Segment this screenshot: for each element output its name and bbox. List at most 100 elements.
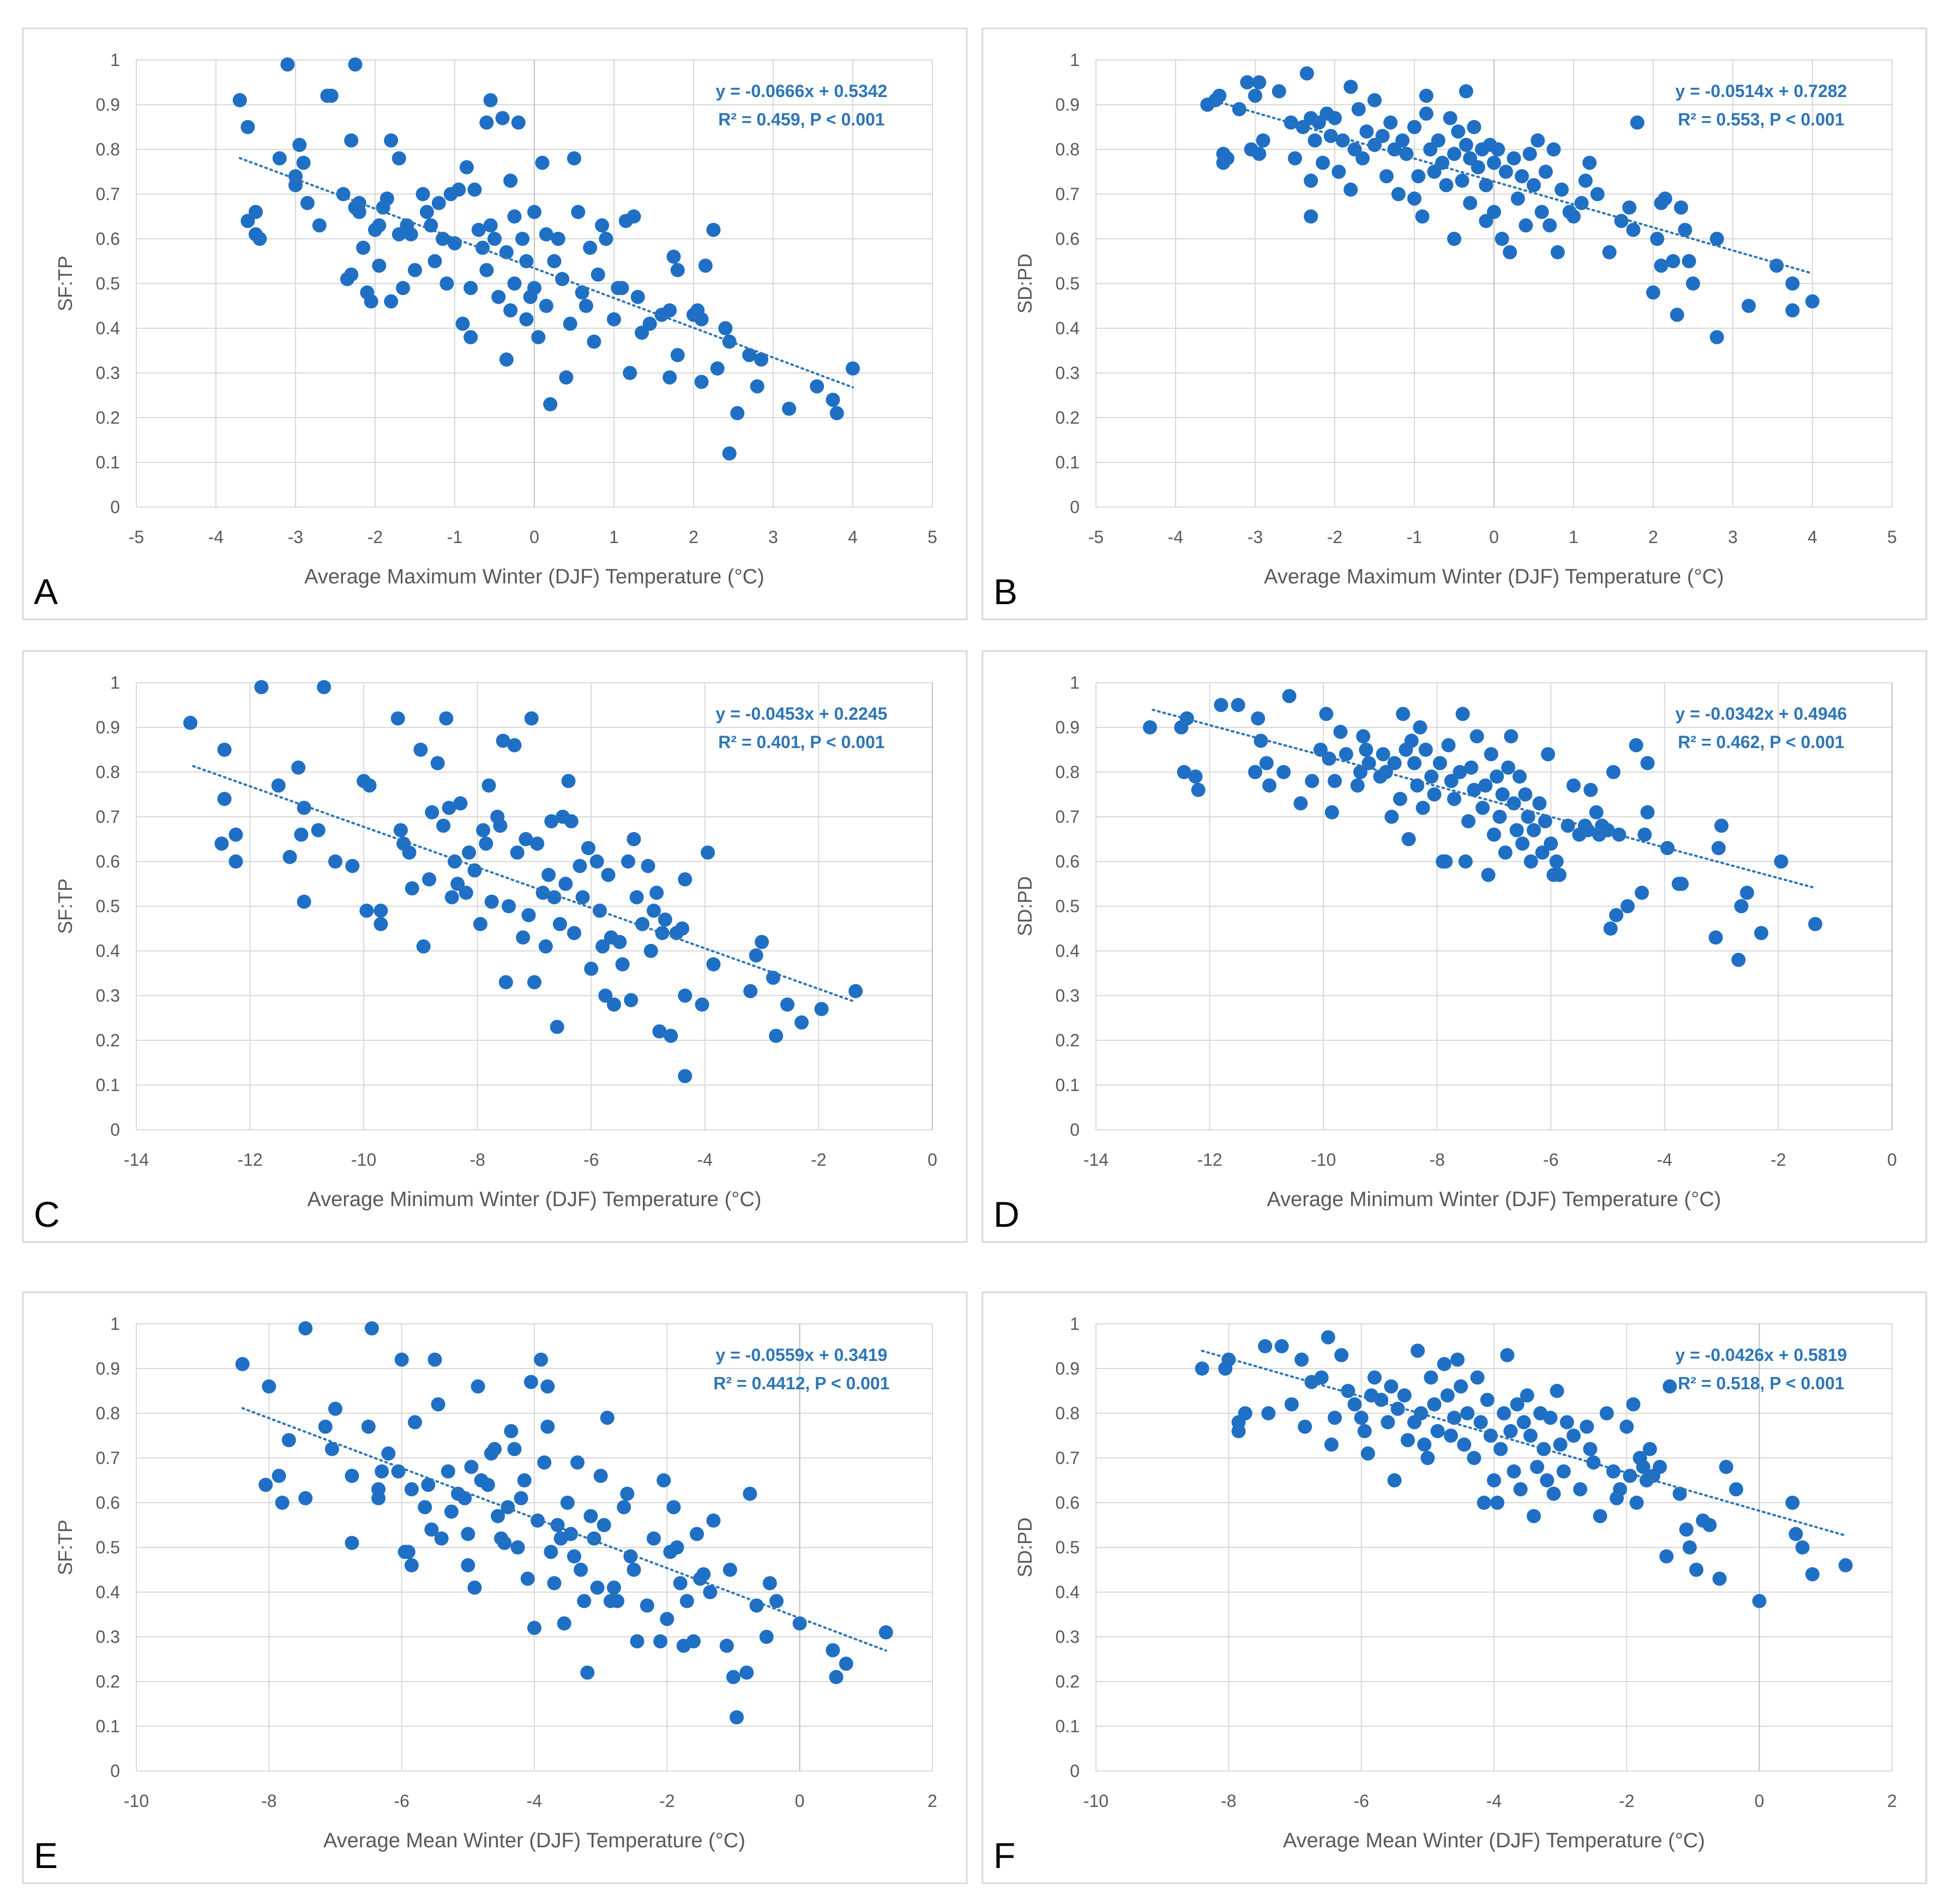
data-point xyxy=(1679,1522,1694,1537)
data-point xyxy=(1353,765,1367,779)
data-point xyxy=(328,1401,342,1416)
data-point xyxy=(1666,254,1680,268)
data-point xyxy=(1590,187,1605,201)
trend-equation: y = -0.0514x + 0.7282 xyxy=(1676,81,1847,101)
data-point xyxy=(583,240,598,255)
x-tick-label: -1 xyxy=(447,527,462,547)
y-tick-label: 0.6 xyxy=(96,1493,120,1513)
data-point xyxy=(453,796,468,811)
data-point xyxy=(1658,191,1672,206)
chart-a: 0 0.1 0.2 0.3 0.4 0.5 0.6 0.7 0.8 0.9 1 -5 -4 -3 -2 -1 0… xyxy=(22,27,968,620)
data-point xyxy=(479,263,494,278)
data-point xyxy=(499,352,514,367)
data-point xyxy=(1391,187,1406,201)
data-point xyxy=(1355,151,1370,166)
data-point xyxy=(228,854,243,869)
data-point xyxy=(1334,1348,1349,1363)
data-point xyxy=(730,1710,744,1725)
data-point xyxy=(431,1397,445,1412)
data-point xyxy=(1606,765,1620,779)
data-point xyxy=(1188,769,1203,784)
data-point xyxy=(543,397,558,412)
data-point xyxy=(1626,1397,1641,1412)
data-point xyxy=(1328,1411,1342,1425)
data-point xyxy=(511,115,526,130)
trendline xyxy=(241,1407,887,1652)
data-point xyxy=(1360,1446,1375,1461)
y-tick-label: 0.7 xyxy=(1056,1448,1080,1468)
data-point xyxy=(630,290,645,304)
data-point xyxy=(690,1527,704,1541)
data-point xyxy=(451,182,466,197)
data-point xyxy=(424,218,438,233)
data-point xyxy=(584,961,599,976)
data-point xyxy=(1752,1594,1767,1608)
data-point xyxy=(1543,218,1557,233)
data-point xyxy=(442,800,456,815)
data-point xyxy=(561,774,576,788)
data-point xyxy=(1523,1429,1538,1443)
data-point xyxy=(1555,182,1569,197)
y-axis-title: SF:TP xyxy=(54,256,76,311)
y-tick-label: 0.7 xyxy=(1056,184,1080,204)
data-point xyxy=(1538,814,1552,829)
data-point xyxy=(670,348,685,363)
data-point xyxy=(418,1500,432,1515)
data-point xyxy=(1619,1419,1634,1434)
data-point xyxy=(364,294,378,309)
data-point xyxy=(742,348,757,363)
data-point xyxy=(1520,1388,1534,1403)
data-point xyxy=(1191,782,1206,797)
data-point xyxy=(660,1612,674,1626)
data-point xyxy=(487,232,502,246)
data-point xyxy=(1432,756,1447,770)
data-point xyxy=(1420,1451,1435,1465)
x-tick-label: -3 xyxy=(1248,527,1263,547)
chart-border xyxy=(22,650,968,1243)
data-point xyxy=(593,1468,608,1483)
data-point xyxy=(1417,1437,1432,1452)
y-tick-label: 0.3 xyxy=(96,1627,120,1647)
data-point xyxy=(794,1015,809,1030)
data-point xyxy=(1400,1433,1415,1448)
data-point xyxy=(1606,1464,1620,1479)
data-point xyxy=(623,366,637,380)
data-point xyxy=(1231,1424,1246,1438)
y-tick-label: 0.4 xyxy=(1056,1582,1080,1602)
data-point xyxy=(1143,720,1158,734)
y-tick-label: 0.2 xyxy=(96,408,120,427)
data-point xyxy=(1742,299,1756,313)
data-point xyxy=(696,1567,711,1582)
data-point xyxy=(183,715,198,730)
x-tick-label: 5 xyxy=(1887,527,1897,547)
data-point xyxy=(361,1419,376,1434)
data-point xyxy=(647,903,661,918)
data-point xyxy=(1359,743,1373,757)
data-point xyxy=(1262,778,1277,793)
data-point xyxy=(597,1518,611,1532)
data-point xyxy=(1516,1415,1531,1430)
data-point xyxy=(471,1379,485,1394)
data-point xyxy=(502,899,516,913)
data-point xyxy=(1288,151,1302,166)
chart-d: 0 0.1 0.2 0.3 0.4 0.5 0.6 0.7 0.8 0.9 1 -14 -12 -10 -8… xyxy=(981,650,1927,1243)
data-point xyxy=(1367,1370,1382,1385)
data-point xyxy=(1248,88,1262,103)
data-point xyxy=(574,1563,588,1577)
data-point xyxy=(1470,1370,1485,1385)
data-point xyxy=(1567,1429,1581,1443)
data-point xyxy=(434,1531,449,1546)
data-point xyxy=(1351,102,1366,117)
data-point xyxy=(1475,800,1490,815)
data-point xyxy=(1251,711,1266,726)
data-point xyxy=(1774,854,1788,869)
data-point xyxy=(1714,818,1729,833)
data-point xyxy=(1629,738,1643,752)
x-tick-label: -8 xyxy=(1429,1150,1444,1170)
y-tick-label: 0 xyxy=(110,1120,120,1140)
data-point xyxy=(826,1643,840,1658)
data-point xyxy=(527,204,541,219)
data-point xyxy=(1495,232,1509,246)
y-tick-label: 0.2 xyxy=(1056,1672,1080,1691)
data-point xyxy=(373,903,388,918)
